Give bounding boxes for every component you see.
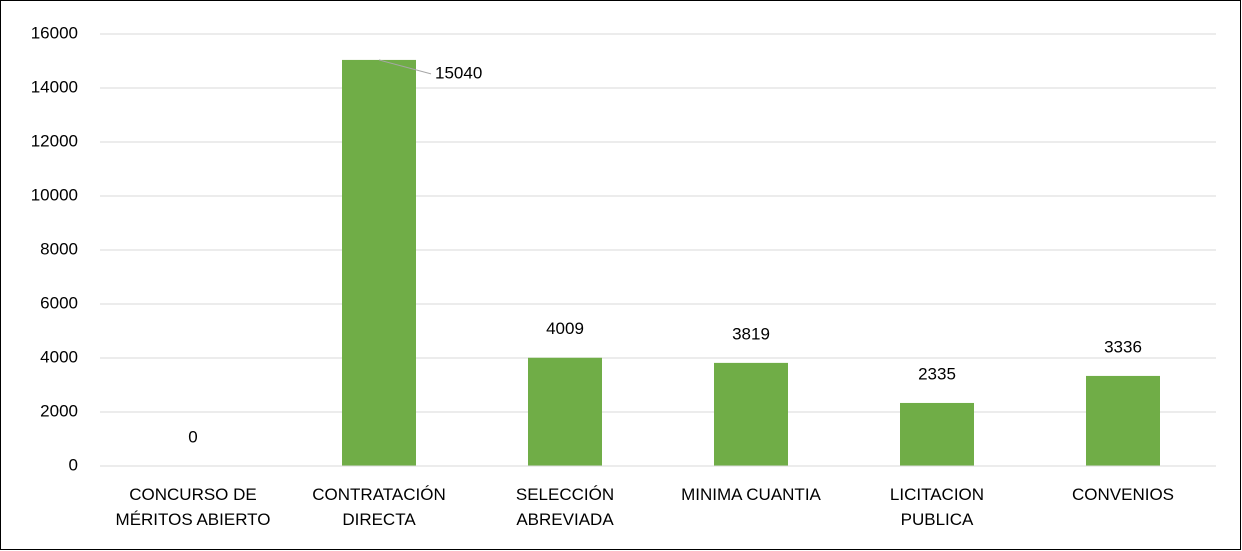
data-label: 3819 [732,324,770,343]
y-tick-label: 6000 [40,293,78,312]
y-tick-label: 2000 [40,401,78,420]
bar [1086,375,1160,466]
bar [900,402,974,466]
bar [714,362,788,466]
x-tick-label-line: DIRECTA [342,510,416,529]
leader-line [378,59,432,75]
y-tick-label: 8000 [40,239,78,258]
x-tick-label-line: MINIMA CUANTIA [681,485,821,504]
data-label: 4009 [546,319,584,338]
x-tick-label-line: CONCURSO DE [129,485,257,504]
y-tick-label: 10000 [31,185,78,204]
data-label: 0 [188,427,197,446]
x-tick-label: CONTRATACIÓN DIRECTA [312,485,445,529]
data-label: 3336 [1104,337,1142,356]
y-tick-label: 16000 [31,23,78,42]
x-tick-label-line: LICITACION [890,485,984,504]
x-tick-label-line: ABREVIADA [516,510,614,529]
x-tick-label: CONVENIOS [1072,485,1174,504]
bar [528,357,602,466]
data-label: 2335 [918,364,956,383]
y-tick-label: 0 [69,455,78,474]
x-tick-label: SELECCIÓN ABREVIADA [516,485,614,529]
x-tick-label-line: CONTRATACIÓN [312,485,445,504]
x-tick-label-line: SELECCIÓN [516,485,614,504]
y-tick-label: 14000 [31,77,78,96]
x-tick-label-line: MÉRITOS ABIERTO [116,510,271,529]
x-tick-label: CONCURSO DE MÉRITOS ABIERTO [116,485,271,529]
y-tick-label: 12000 [31,131,78,150]
x-tick-label: LICITACION PUBLICA [890,485,984,529]
bar [342,59,416,467]
x-tick-label: MINIMA CUANTIA [681,485,821,504]
y-tick-label: 4000 [40,347,78,366]
x-tick-label-line: CONVENIOS [1072,485,1174,504]
data-label: 15040 [435,63,482,82]
x-tick-label-line: PUBLICA [901,510,974,529]
